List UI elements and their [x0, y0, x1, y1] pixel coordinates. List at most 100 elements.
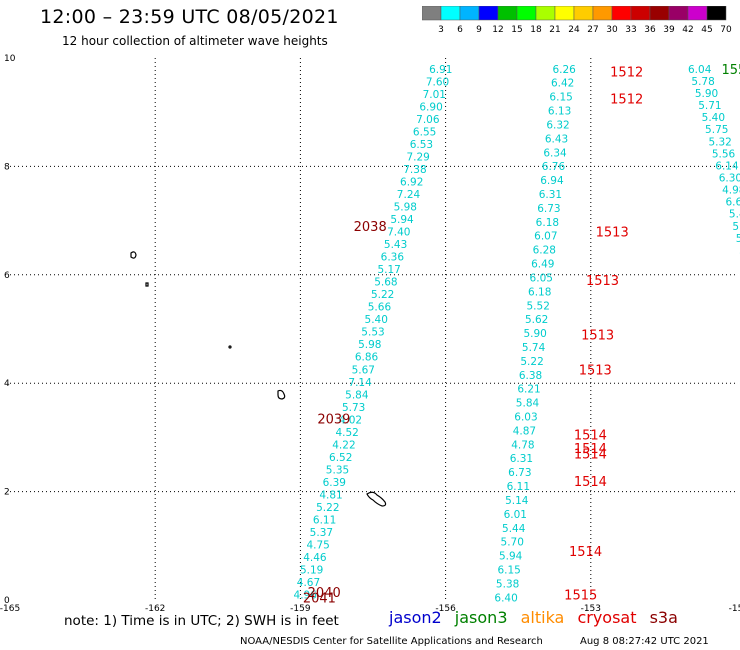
wave-height-label: 4.87 — [513, 425, 536, 437]
x-tick-label: -156 — [435, 604, 456, 614]
y-tick-label: 6 — [4, 271, 10, 281]
colorbar-label: 42 — [682, 25, 693, 35]
wave-height-label: 6.31 — [539, 189, 562, 201]
wave-height-label: 7.29 — [406, 151, 429, 163]
wave-height-label: 4.98 — [722, 185, 740, 197]
wave-height-label: 5.40 — [365, 314, 388, 326]
chart-title: 12:00 – 23:59 UTC 08/05/2021 — [40, 6, 339, 28]
colorbar-label: 39 — [663, 25, 675, 35]
wave-height-label: 5.32 — [708, 136, 731, 148]
wave-height-label: 6.15 — [549, 92, 572, 104]
colorbar-label: 12 — [492, 25, 503, 35]
wave-height-label: 4.52 — [335, 427, 358, 439]
colorbar-label: 3 — [438, 25, 444, 35]
wave-height-label: 4.02 — [339, 414, 362, 426]
wave-height-label: 6.66 — [726, 197, 740, 209]
pass-number-label: 1515 — [564, 589, 597, 604]
legend-altika: altika — [520, 608, 565, 627]
wave-height-label: 4.46 — [303, 552, 327, 564]
wave-height-label: 4.96 — [294, 590, 318, 602]
wave-height-label: 5.73 — [342, 402, 365, 414]
wave-height-label: 4.78 — [511, 439, 534, 451]
wave-height-label: 6.55 — [413, 126, 436, 138]
colorbar-label: 9 — [476, 25, 482, 35]
x-tick-label: -153 — [581, 604, 601, 614]
wave-height-label: 6.28 — [533, 245, 556, 257]
wave-height-label: 7.01 — [423, 89, 446, 101]
colorbar-label: 6 — [457, 25, 463, 35]
pass-number-label: 1513 — [579, 364, 612, 379]
wave-height-label: 5.71 — [698, 100, 721, 112]
wave-height-label: 5.37 — [310, 527, 333, 539]
wave-height-label: 5.43 — [384, 239, 407, 251]
wave-height-label: 4.75 — [306, 540, 329, 552]
wave-height-label: 6.14 — [715, 160, 739, 172]
wave-height-label: 5.22 — [371, 289, 394, 301]
wave-height-label: 6.34 — [543, 147, 567, 159]
x-tick-label: -165 — [0, 604, 20, 614]
wave-height-label: 6.39 — [323, 477, 346, 489]
coastline-outlines — [130, 251, 387, 507]
wave-height-label: 6.76 — [542, 161, 566, 173]
wave-height-label: 5.62 — [525, 314, 548, 326]
wave-height-label: 5.78 — [691, 76, 714, 88]
wave-height-label: 6.42 — [551, 78, 574, 90]
wave-height-label: 5.94 — [499, 551, 523, 563]
wave-height-label: 7.60 — [426, 76, 449, 88]
y-tick-label: 10 — [4, 54, 16, 64]
wave-height-label: 5.35 — [326, 464, 349, 476]
wave-height-label: 6.38 — [519, 370, 542, 382]
colorbar-label: 30 — [606, 25, 618, 35]
wave-height-label: 6.94 — [540, 175, 564, 187]
wave-height-label: 6.91 — [429, 64, 452, 76]
wave-height-label: 6.11 — [507, 481, 530, 493]
colorbar-label: 36 — [644, 25, 656, 35]
wave-height-label: 5.75 — [705, 124, 728, 136]
wave-height-label: 5.44 — [729, 209, 740, 221]
wave-height-label: 6.30 — [719, 172, 740, 184]
wave-height-label: 7.24 — [397, 189, 421, 201]
chart-subtitle: 12 hour collection of altimeter wave hei… — [62, 34, 328, 48]
wave-height-label: 5.22 — [520, 356, 543, 368]
wave-height-label: 5.67 — [352, 364, 375, 376]
wave-height-label: 5.90 — [523, 328, 546, 340]
wave-height-label: 5.52 — [527, 300, 550, 312]
wave-height-label: 5.98 — [358, 339, 381, 351]
wave-height-label: 6.31 — [510, 453, 533, 465]
wave-height-label: 4.81 — [319, 489, 342, 501]
wave-height-label: 5.74 — [522, 342, 546, 354]
pass-number-label: 1512 — [610, 66, 643, 81]
wave-height-label: 4.22 — [332, 439, 355, 451]
legend-s3a: s3a — [649, 608, 678, 627]
wave-height-label: 7.40 — [387, 227, 410, 239]
footnote: note: 1) Time is in UTC; 2) SWH is in fe… — [64, 613, 339, 629]
wave-height-label: 4.67 — [297, 577, 320, 589]
pass-number-label: 1512 — [610, 93, 643, 108]
pass-number-label: 1514 — [574, 448, 607, 463]
wave-height-label: 6.15 — [497, 564, 520, 576]
y-tick-label: 4 — [4, 379, 10, 389]
colorbar-label: 21 — [549, 25, 560, 35]
wave-height-label: 6.86 — [355, 352, 379, 364]
colorbar-label: 45 — [701, 25, 712, 35]
pass-number-label: 1514 — [574, 442, 607, 457]
wave-height-label: 6.03 — [514, 412, 537, 424]
colorbar-label: 27 — [587, 25, 598, 35]
pass-number-label: 1513 — [586, 274, 619, 289]
x-tick-label: -159 — [290, 604, 311, 614]
wave-height-label: 5.44 — [502, 523, 526, 535]
wave-height-label: 6.26 — [552, 64, 576, 76]
y-tick-label: 0 — [4, 596, 10, 606]
satellite-legend: jason2 jason3 altika cryosat s3a — [389, 608, 686, 627]
wave-height-label: 5.19 — [300, 565, 323, 577]
credit-line: NOAA/NESDIS Center for Satellite Applica… — [240, 636, 543, 647]
wave-height-label: 7.14 — [348, 377, 372, 389]
wave-height-label: 5.14 — [505, 495, 529, 507]
wave-height-label: 6.18 — [528, 286, 551, 298]
y-tick-label: 2 — [4, 488, 10, 498]
wave-height-label: 6.40 — [494, 592, 517, 604]
wave-height-label: 5.98 — [394, 202, 417, 214]
wave-height-label: 5.90 — [732, 221, 740, 233]
pass-number-label: 1550 — [721, 63, 740, 78]
wave-height-label: 5.17 — [377, 264, 400, 276]
